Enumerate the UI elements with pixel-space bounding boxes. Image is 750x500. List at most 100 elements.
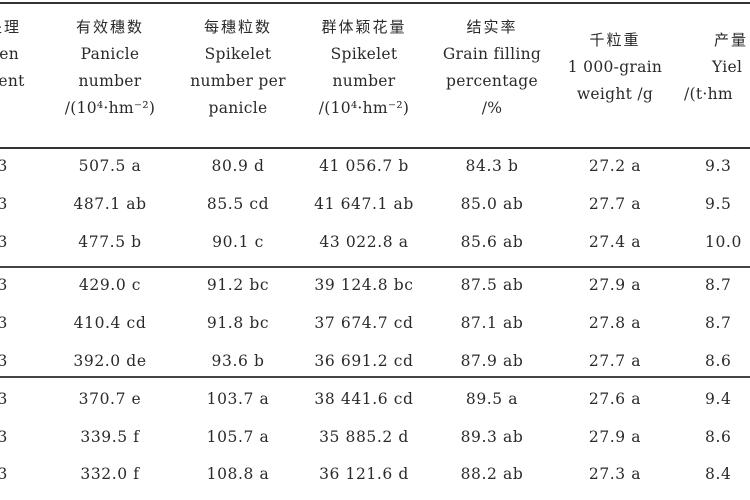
- header-zh: 千粒重: [589, 31, 641, 49]
- table-cell: 36 121.6 d: [319, 465, 409, 483]
- header-bottom-rule: [0, 147, 750, 149]
- header-yield: 产量 Yiel /(t·hm: [684, 27, 750, 108]
- table-cell: 429.0 c: [78, 276, 142, 294]
- table-top-rule: [0, 2, 750, 4]
- table-cell: 370.7 e: [78, 390, 142, 408]
- header-line: number: [332, 72, 396, 90]
- table-cell: 85.6 ab: [460, 233, 524, 251]
- table-cell: 37 674.7 cd: [314, 314, 414, 332]
- table-cell: 8.7: [705, 276, 732, 294]
- table-cell: 27.4 a: [588, 233, 642, 251]
- table-cell: 8.6: [705, 352, 732, 370]
- header-line: Spikelet: [204, 45, 272, 63]
- table-cell: 91.2 bc: [206, 276, 270, 294]
- header-grain-weight: 千粒重 1 000-grain weight /g: [550, 27, 680, 108]
- table-cell: 507.5 a: [78, 157, 142, 175]
- header-line: percentage: [446, 72, 538, 90]
- treatment-cell: 3: [0, 465, 8, 483]
- table-cell: 27.6 a: [588, 390, 642, 408]
- table-cell: 410.4 cd: [73, 314, 147, 332]
- table-cell: 392.0 de: [73, 352, 147, 370]
- treatment-cell: 3: [0, 157, 8, 175]
- table-cell: 8.4: [705, 465, 732, 483]
- header-line: /%: [481, 99, 503, 117]
- header-line: 1 000-grain: [567, 58, 663, 76]
- table-cell: 9.3: [705, 157, 732, 175]
- header-zh: 结实率: [466, 18, 518, 36]
- header-line: Panicle: [80, 45, 140, 63]
- table-cell: 89.3 ab: [460, 428, 524, 446]
- table-cell: 9.4: [705, 390, 732, 408]
- header-panicle-number: 有效穗数 Panicle number /(10⁴·hm⁻²): [40, 14, 180, 122]
- table-cell: 39 124.8 bc: [314, 276, 414, 294]
- table-cell: 89.5 a: [465, 390, 519, 408]
- table-cell: 87.5 ab: [460, 276, 524, 294]
- table-cell: 27.7 a: [588, 195, 642, 213]
- header-line: panicle: [208, 99, 268, 117]
- header-line: ment: [0, 72, 25, 90]
- table-cell: 35 885.2 d: [319, 428, 409, 446]
- table-cell: 27.3 a: [588, 465, 642, 483]
- header-line: /(10⁴·hm⁻²): [318, 99, 410, 117]
- treatment-cell: 3: [0, 314, 8, 332]
- table-cell: 8.6: [705, 428, 732, 446]
- table-cell: 80.9 d: [211, 157, 265, 175]
- header-line: number: [78, 72, 142, 90]
- table-cell: 9.5: [705, 195, 732, 213]
- table-cell: 27.9 a: [588, 276, 642, 294]
- table-cell: 8.7: [705, 314, 732, 332]
- header-zh: 每穗粒数: [203, 18, 272, 36]
- header-line: gen: [0, 45, 19, 63]
- table-cell: 85.0 ab: [460, 195, 524, 213]
- table-cell: 105.7 a: [206, 428, 270, 446]
- group-divider-2: [0, 376, 750, 378]
- header-spikelet-number: 群体颖花量 Spikelet number /(10⁴·hm⁻²): [294, 14, 434, 122]
- table-cell: 27.9 a: [588, 428, 642, 446]
- header-zh: 群体颖花量: [321, 18, 407, 36]
- header-line: Yiel: [712, 58, 743, 76]
- table-cell: 38 441.6 cd: [314, 390, 414, 408]
- table-cell: 43 022.8 a: [319, 233, 409, 251]
- header-zh: 有效穗数: [75, 18, 144, 36]
- table-cell: 108.8 a: [206, 465, 270, 483]
- table-cell: 90.1 c: [212, 233, 264, 251]
- table-cell: 477.5 b: [78, 233, 142, 251]
- header-grain-filling: 结实率 Grain filling percentage /%: [432, 14, 552, 122]
- header-line: Grain filling: [442, 45, 542, 63]
- table-cell: 41 056.7 b: [319, 157, 409, 175]
- table-cell: 27.2 a: [588, 157, 642, 175]
- header-line: number per: [190, 72, 286, 90]
- table-cell: 10.0: [705, 233, 742, 251]
- treatment-cell: 3: [0, 276, 8, 294]
- header-line: weight /g: [576, 85, 654, 103]
- header-spikelets-per-panicle: 每穗粒数 Spikelet number per panicle: [183, 14, 293, 122]
- table-cell: 88.2 ab: [460, 465, 524, 483]
- treatment-cell: 3: [0, 390, 8, 408]
- table-cell: 93.6 b: [211, 352, 265, 370]
- header-treatment: 处理 gen ment: [0, 14, 40, 95]
- table-cell: 91.8 bc: [206, 314, 270, 332]
- table-cell: 27.7 a: [588, 352, 642, 370]
- table-cell: 87.9 ab: [460, 352, 524, 370]
- table-cell: 487.1 ab: [73, 195, 147, 213]
- table-cell: 85.5 cd: [206, 195, 270, 213]
- table-cell: 84.3 b: [465, 157, 519, 175]
- table-cell: 36 691.2 cd: [314, 352, 414, 370]
- header-zh: 处理: [0, 18, 21, 36]
- treatment-cell: 3: [0, 352, 8, 370]
- treatment-cell: 3: [0, 428, 8, 446]
- header-line: Spikelet: [330, 45, 398, 63]
- table-cell: 41 647.1 ab: [314, 195, 414, 213]
- table-cell: 103.7 a: [206, 390, 270, 408]
- header-zh: 产量: [714, 31, 749, 49]
- header-line: /(t·hm: [684, 85, 733, 103]
- table-cell: 332.0 f: [80, 465, 140, 483]
- table-cell: 339.5 f: [80, 428, 140, 446]
- treatment-cell: 3: [0, 233, 8, 251]
- group-divider-1: [0, 266, 750, 268]
- treatment-cell: 3: [0, 195, 8, 213]
- table-cell: 27.8 a: [588, 314, 642, 332]
- table-cell: 87.1 ab: [460, 314, 524, 332]
- header-line: /(10⁴·hm⁻²): [64, 99, 156, 117]
